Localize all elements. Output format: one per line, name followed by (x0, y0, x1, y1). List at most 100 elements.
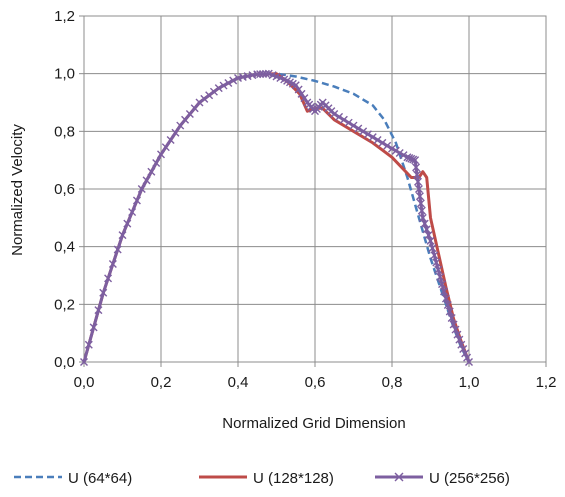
data-point-marker (445, 307, 454, 316)
series-line-1 (82, 72, 471, 363)
data-point-marker (166, 135, 175, 144)
data-point-marker (99, 288, 108, 297)
series-line-2 (82, 72, 471, 364)
data-point-marker (229, 76, 238, 85)
data-point-marker (291, 81, 300, 90)
data-point-marker (344, 118, 353, 127)
y-tick-label: 1,0 (54, 66, 75, 83)
data-point-marker (378, 138, 387, 147)
data-point-marker (330, 110, 339, 119)
data-point-marker (436, 272, 445, 281)
data-point-marker (388, 144, 396, 153)
data-point-marker (412, 163, 421, 172)
data-point-marker (152, 159, 161, 168)
data-point-marker (300, 94, 309, 103)
legend-label: U (128*128) (253, 470, 334, 487)
data-point-marker (132, 196, 141, 205)
data-point-marker (451, 325, 460, 334)
data-point-marker (422, 225, 431, 234)
legend-label: U (256*256) (429, 470, 510, 487)
data-point-marker (415, 192, 424, 201)
legend-label: U (64*64) (68, 470, 132, 487)
data-point-marker (108, 259, 117, 268)
data-point-marker (457, 340, 466, 349)
x-tick-label: 0,0 (74, 374, 95, 391)
chart-grid (83, 15, 547, 363)
data-point-marker (294, 85, 303, 94)
data-point-marker (465, 358, 473, 366)
data-point-marker (411, 156, 420, 165)
y-tick-label: 1,2 (54, 8, 75, 25)
y-tick-label: 0,8 (54, 123, 75, 140)
y-tick-label: 0,6 (54, 181, 75, 198)
data-point-marker (128, 208, 137, 217)
data-point-marker (434, 265, 443, 274)
data-point-marker (416, 199, 425, 208)
data-point-marker (137, 185, 146, 193)
data-point-marker (439, 287, 448, 296)
x-axis-label: Normalized Grid Dimension (222, 415, 405, 432)
data-point-marker (195, 98, 204, 107)
series-line-3 (82, 72, 471, 364)
data-point-marker (368, 133, 377, 142)
data-point-marker (420, 219, 429, 228)
x-tick-label: 1,2 (536, 374, 557, 391)
data-point-marker (205, 91, 214, 100)
data-point-marker (214, 84, 223, 93)
data-point-marker (413, 170, 422, 179)
data-point-marker (200, 94, 209, 103)
data-point-marker (359, 127, 368, 136)
data-point-marker (424, 231, 433, 240)
x-tick-label: 0,4 (228, 374, 249, 391)
x-tick-label: 0,6 (305, 374, 326, 391)
data-point-marker (94, 306, 103, 315)
data-point-marker (335, 112, 344, 121)
data-point-marker (441, 294, 450, 303)
legend-item-2: U (128*128) (199, 470, 334, 487)
chart-series (80, 69, 473, 366)
data-point-marker (417, 206, 426, 215)
data-point-marker (349, 121, 358, 130)
data-point-marker (426, 236, 435, 245)
data-point-marker (432, 258, 441, 267)
data-point-marker (449, 320, 458, 329)
legend-marker-icon (394, 472, 404, 482)
data-point-marker (89, 323, 98, 332)
data-point-marker (391, 146, 400, 155)
data-point-marker (418, 213, 427, 222)
data-point-marker (354, 124, 363, 133)
data-point-marker (209, 87, 218, 96)
data-point-marker (453, 330, 462, 339)
data-point-marker (459, 345, 468, 354)
data-point-marker (80, 358, 88, 366)
legend-item-1: U (64*64) (14, 470, 132, 487)
data-point-marker (157, 150, 165, 159)
legend-item-3: U (256*256) (375, 470, 510, 487)
data-point-marker (84, 340, 93, 349)
x-tick-label: 0,2 (151, 374, 172, 391)
data-point-marker (383, 141, 392, 150)
y-tick-label: 0,0 (54, 354, 75, 371)
x-tick-label: 1,0 (459, 374, 480, 391)
data-point-marker (463, 353, 472, 362)
series-markers-3 (80, 69, 473, 366)
y-tick-labels: 0,0 0,2 0,4 0,6 0,8 1,0 1,2 (54, 8, 75, 371)
data-point-marker (224, 79, 233, 88)
y-tick-label: 0,2 (54, 296, 75, 313)
data-point-marker (123, 219, 132, 228)
data-point-marker (261, 69, 270, 78)
data-point-marker (413, 177, 422, 186)
data-point-marker (118, 231, 127, 240)
data-point-marker (455, 335, 464, 344)
x-tick-label: 0,8 (382, 374, 403, 391)
x-tick-labels: 0,0 0,2 0,4 0,6 0,8 1,0 1,2 (74, 374, 557, 391)
plot-area-border (83, 15, 547, 363)
chart-axes (79, 15, 547, 367)
data-point-marker (363, 130, 372, 139)
data-point-marker (443, 301, 452, 310)
data-point-marker (399, 151, 408, 160)
data-point-marker (339, 115, 348, 124)
chart-legend: U (64*64) U (128*128) U (256*256) (14, 470, 510, 487)
data-point-marker (447, 314, 456, 323)
y-axis-label: Normalized Velocity (9, 124, 26, 256)
